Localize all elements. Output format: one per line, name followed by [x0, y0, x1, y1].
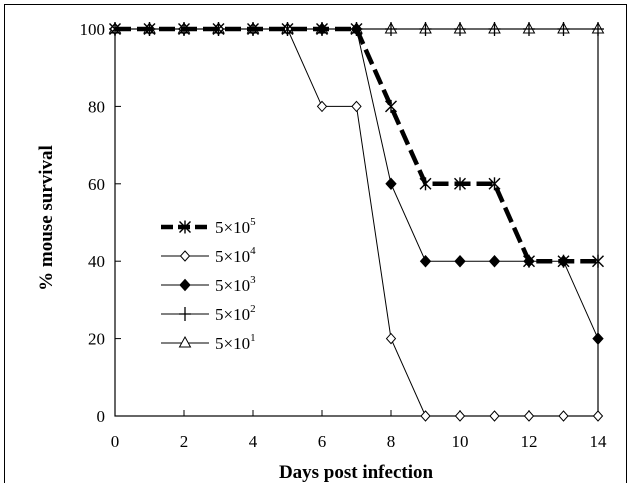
series-0	[109, 22, 604, 268]
legend-label: 5×105	[215, 216, 256, 237]
series-line	[115, 28, 598, 417]
legend-label-base: 5×10	[215, 276, 250, 295]
x-tick-label: 6	[318, 432, 327, 451]
data-point	[316, 100, 328, 113]
legend-item: 5×103	[161, 274, 256, 295]
data-point	[454, 254, 466, 268]
data-point	[178, 22, 190, 36]
legend-item: 5×105	[161, 216, 256, 237]
legend-label-exponent: 1	[250, 332, 256, 344]
data-point	[523, 254, 535, 268]
legend-marker	[179, 278, 191, 292]
legend-marker	[179, 250, 191, 262]
legend-item: 5×104	[161, 245, 256, 266]
series-line	[115, 26, 598, 264]
data-point	[281, 22, 294, 36]
data-point	[488, 177, 501, 191]
legend-label-base: 5×10	[215, 305, 250, 324]
x-tick-label: 10	[452, 432, 469, 451]
series-line	[115, 28, 599, 339]
y-tick-label: 40	[88, 252, 105, 271]
figure-frame	[4, 4, 627, 483]
data-point	[592, 254, 604, 268]
legend-label: 5×104	[215, 245, 256, 266]
x-tick-label: 14	[590, 432, 608, 451]
data-point	[523, 22, 535, 36]
data-point	[247, 22, 259, 36]
data-point	[489, 410, 500, 422]
data-point	[109, 22, 121, 36]
legend-label-exponent: 4	[250, 245, 256, 257]
legend-label: 5×102	[215, 303, 256, 324]
legend-label-base: 5×10	[215, 334, 250, 353]
data-point	[592, 410, 604, 422]
x-tick-label: 8	[387, 432, 396, 451]
legend-marker	[178, 335, 192, 348]
data-point	[488, 22, 501, 36]
data-point	[351, 100, 362, 113]
data-point	[454, 410, 466, 422]
data-point	[454, 177, 466, 191]
data-point	[385, 22, 397, 36]
legend-label-exponent: 3	[250, 274, 256, 286]
legend-marker	[179, 220, 191, 234]
legend-item: 5×101	[161, 332, 256, 353]
legend-marker	[179, 307, 191, 321]
data-point	[592, 332, 604, 345]
data-point	[385, 332, 397, 345]
data-point	[557, 22, 570, 36]
legend-label-base: 5×10	[215, 218, 250, 237]
data-point	[523, 410, 535, 422]
legend-label-exponent: 5	[250, 216, 256, 228]
data-point	[143, 22, 156, 36]
y-axis-ticks: 0 20 40 60 80 100	[80, 20, 121, 426]
x-tick-label: 4	[249, 432, 258, 451]
data-point	[419, 22, 432, 36]
series-2	[109, 22, 604, 345]
legend-label: 5×101	[215, 332, 256, 353]
y-tick-label: 60	[88, 175, 105, 194]
y-tick-label: 80	[88, 97, 105, 116]
data-point	[419, 254, 432, 268]
data-point	[454, 22, 466, 36]
y-tick-label: 0	[97, 407, 106, 426]
y-tick-label: 100	[80, 20, 106, 39]
y-tick-label: 20	[88, 330, 105, 349]
data-point	[419, 177, 432, 191]
data-point	[592, 22, 604, 36]
legend-label: 5×103	[215, 274, 256, 295]
plot-area	[114, 28, 599, 417]
data-point	[488, 254, 501, 268]
data-point	[557, 254, 570, 268]
series-layer	[108, 21, 605, 422]
data-point	[212, 22, 225, 36]
data-point	[385, 99, 397, 113]
y-axis-title: % mouse survival	[36, 145, 57, 291]
x-tick-label: 12	[521, 432, 538, 451]
x-tick-label: 2	[180, 432, 189, 451]
x-axis-title: Days post infection	[279, 462, 434, 483]
legend-label-exponent: 2	[250, 303, 256, 315]
data-point	[385, 177, 397, 191]
data-point	[558, 410, 569, 422]
x-tick-label: 0	[111, 432, 120, 451]
data-point	[316, 22, 328, 36]
data-point	[420, 410, 431, 422]
legend-item: 5×102	[161, 303, 256, 324]
legend-label-base: 5×10	[215, 247, 250, 266]
data-point	[350, 22, 363, 36]
